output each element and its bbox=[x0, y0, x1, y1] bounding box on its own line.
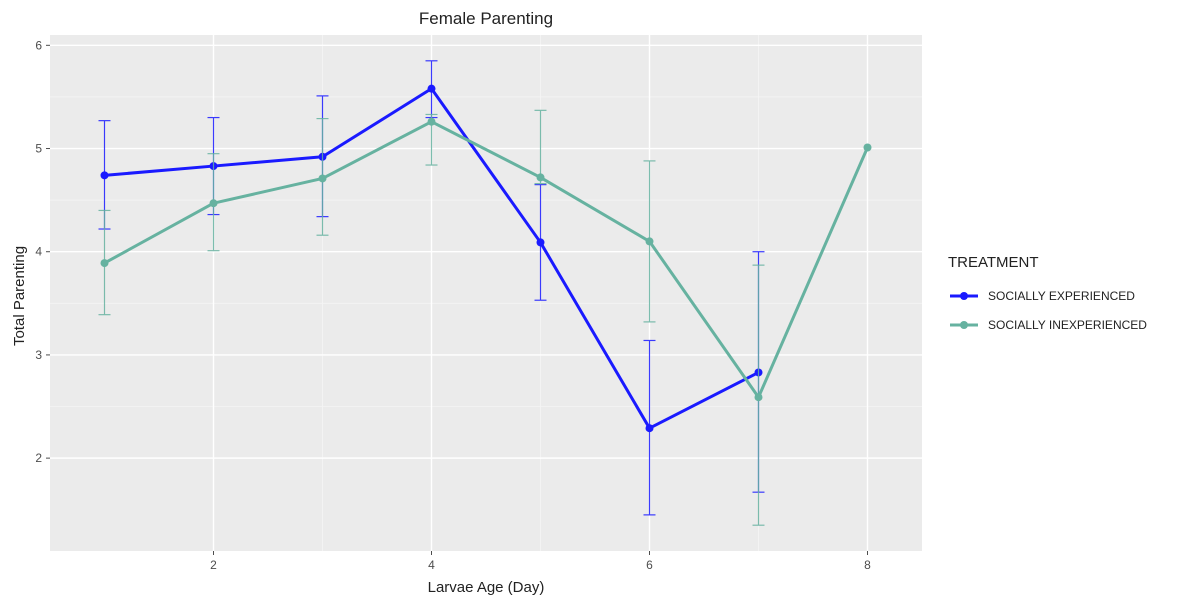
legend-item: SOCIALLY EXPERIENCED bbox=[950, 289, 1135, 303]
legend-keys: SOCIALLY EXPERIENCED SOCIALLY INEXPERIENC… bbox=[950, 289, 1147, 332]
data-point bbox=[863, 143, 872, 152]
legend-item: SOCIALLY INEXPERIENCED bbox=[950, 318, 1147, 332]
data-point bbox=[427, 117, 436, 126]
y-axis-ticks: 2 3 4 5 6 bbox=[35, 38, 50, 465]
series-2 bbox=[98, 109, 872, 526]
data-point bbox=[318, 174, 327, 183]
x-tick-label: 8 bbox=[864, 558, 871, 572]
data-point bbox=[536, 173, 545, 182]
x-tick-label: 6 bbox=[646, 558, 653, 572]
x-tick-label: 4 bbox=[428, 558, 435, 572]
data-point bbox=[100, 259, 109, 268]
data-point bbox=[645, 237, 654, 246]
data-point bbox=[645, 424, 654, 433]
y-tick-label: 6 bbox=[35, 38, 42, 52]
data-point bbox=[209, 199, 218, 208]
data-point bbox=[100, 171, 109, 180]
data-point bbox=[427, 84, 436, 93]
chart-title: Female Parenting bbox=[419, 9, 553, 28]
y-axis-title: Total Parenting bbox=[11, 246, 28, 346]
y-tick-label: 5 bbox=[35, 142, 42, 156]
error-bar bbox=[534, 109, 547, 185]
data-point bbox=[536, 238, 545, 247]
legend-title: TREATMENT bbox=[948, 254, 1039, 271]
y-tick-label: 4 bbox=[35, 245, 42, 259]
legend-label: SOCIALLY INEXPERIENCED bbox=[988, 318, 1147, 332]
legend-label: SOCIALLY EXPERIENCED bbox=[988, 289, 1135, 303]
legend: TREATMENT SOCIALLY EXPERIENCED SOCIALLY I… bbox=[948, 254, 1147, 332]
legend-key-point bbox=[960, 321, 968, 329]
x-axis-ticks: 2 4 6 8 bbox=[210, 551, 871, 572]
series-layer bbox=[98, 60, 872, 526]
x-axis-title: Larvae Age (Day) bbox=[428, 579, 545, 596]
x-tick-label: 2 bbox=[210, 558, 217, 572]
legend-key-point bbox=[960, 292, 968, 300]
data-point bbox=[754, 393, 763, 402]
y-tick-label: 3 bbox=[35, 348, 42, 362]
y-tick-label: 2 bbox=[35, 451, 42, 465]
series-line bbox=[103, 120, 869, 399]
plot-panel bbox=[50, 35, 922, 551]
